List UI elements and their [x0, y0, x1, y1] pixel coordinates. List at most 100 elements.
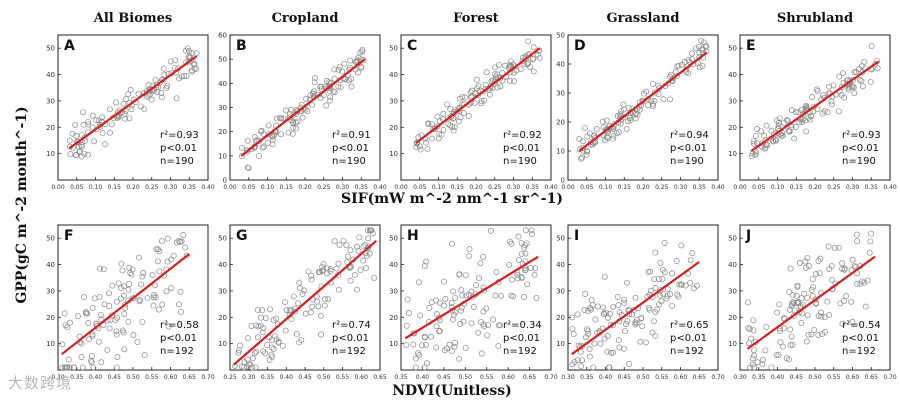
data-point: [625, 118, 632, 125]
data-point: [410, 330, 417, 337]
y-tick-label: 40: [46, 71, 55, 79]
data-point: [478, 350, 485, 357]
data-point: [450, 288, 456, 295]
data-point: [81, 134, 88, 141]
data-point: [805, 331, 812, 338]
x-tick-label: 0.00: [394, 184, 408, 191]
data-point: [480, 253, 487, 260]
data-point: [750, 317, 757, 324]
data-point: [125, 318, 132, 325]
data-point: [796, 119, 803, 126]
x-tick-label: 0.00: [733, 184, 747, 191]
data-point: [138, 281, 144, 288]
data-point: [655, 276, 662, 282]
data-point: [309, 303, 316, 310]
data-point: [522, 250, 529, 257]
x-tick-label: 0.35: [526, 184, 540, 191]
data-point: [843, 293, 850, 300]
data-point: [153, 246, 160, 253]
data-point: [293, 119, 300, 126]
data-point: [588, 297, 595, 304]
data-point: [848, 298, 855, 305]
data-point: [422, 139, 429, 146]
data-point: [322, 296, 328, 303]
data-point: [486, 91, 493, 98]
data-point: [268, 351, 275, 358]
data-point: [498, 292, 505, 299]
panel-e: Shrubland E 0.00 0.05 0.10 0.15 0.20 0.25 0.30 0.…: [728, 11, 897, 191]
data-point: [171, 64, 178, 71]
panel-f: F 0.30 0.35 0.40 0.45 0.50 0.55 0.60 0.65 0.70 10 2…: [46, 224, 215, 381]
data-point: [649, 80, 656, 87]
data-point: [840, 298, 847, 304]
data-point: [135, 254, 142, 261]
data-point: [126, 115, 133, 122]
data-point: [603, 134, 610, 141]
data-point: [788, 107, 795, 114]
data-point: [632, 321, 639, 328]
data-point: [163, 85, 170, 92]
data-point: [750, 138, 757, 145]
data-point: [453, 108, 460, 115]
data-point: [177, 309, 184, 316]
data-point: [518, 275, 525, 282]
data-point: [578, 363, 585, 370]
data-point: [692, 45, 699, 52]
y-tick-label: 50: [556, 32, 565, 40]
data-point: [629, 311, 635, 318]
data-point: [633, 320, 640, 327]
data-point: [583, 326, 590, 333]
data-point: [114, 314, 121, 321]
x-tick-label: 0.40: [416, 374, 430, 381]
y-tick-label: 40: [728, 261, 737, 269]
data-point: [180, 232, 187, 238]
data-point: [357, 49, 364, 56]
data-point: [521, 294, 527, 300]
data-point: [452, 308, 459, 315]
data-point: [803, 128, 810, 135]
data-point: [591, 340, 598, 347]
data-point: [297, 285, 304, 292]
data-point: [525, 38, 532, 45]
p-stat: p<0.01: [842, 143, 879, 154]
data-point: [163, 288, 170, 295]
y-tick-label: 50: [46, 45, 55, 53]
data-point: [482, 81, 489, 88]
data-point: [788, 333, 795, 340]
data-point: [184, 45, 191, 52]
x-tick-label: 0.65: [373, 374, 387, 381]
data-point: [102, 141, 108, 148]
data-point: [149, 271, 156, 278]
x-tick-label: 0.65: [523, 374, 537, 381]
data-point: [652, 332, 659, 339]
data-point: [357, 267, 364, 274]
data-point: [645, 268, 652, 275]
data-point: [325, 296, 332, 303]
panel-c: Forest C 0.00 0.05 0.10 0.15 0.20 0.25 0.30 0.35 0…: [389, 11, 558, 191]
data-point: [113, 328, 120, 335]
data-point: [72, 121, 79, 128]
p-stat: p<0.01: [670, 333, 707, 344]
y-tick-label: 10: [46, 340, 55, 348]
data-point: [507, 238, 514, 245]
data-point: [348, 83, 355, 90]
data-point: [762, 347, 769, 354]
n-stat: n=192: [503, 346, 537, 357]
data-point: [531, 271, 538, 278]
fit-line: [68, 55, 198, 150]
data-point: [751, 140, 757, 147]
data-point: [656, 301, 663, 308]
y-tick-label: 10: [728, 150, 737, 158]
data-point: [861, 279, 868, 286]
data-point: [798, 107, 805, 114]
x-tick-label: 0.30: [164, 184, 178, 191]
data-point: [667, 71, 674, 78]
data-point: [335, 260, 342, 267]
data-point: [125, 91, 132, 98]
data-point: [258, 127, 265, 134]
data-point: [763, 142, 770, 149]
data-point: [818, 313, 825, 320]
r2-stat: r²=0.34: [503, 320, 542, 331]
data-point: [650, 103, 656, 110]
